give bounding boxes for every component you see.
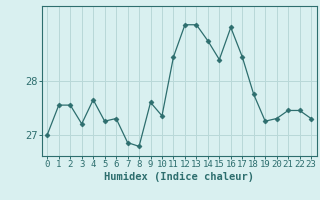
X-axis label: Humidex (Indice chaleur): Humidex (Indice chaleur) [104, 172, 254, 182]
